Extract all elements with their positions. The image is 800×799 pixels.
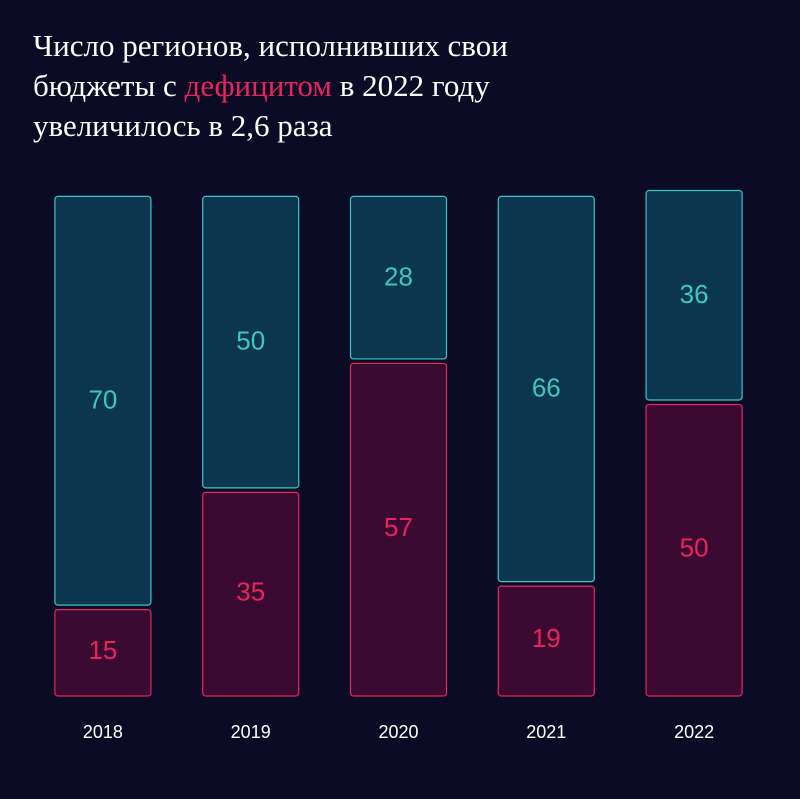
title-text: дефицитом [184, 68, 332, 103]
x-tick-label: 2019 [231, 722, 271, 742]
value-label: 66 [532, 373, 561, 403]
bar-segment [54, 608, 152, 697]
chart-title: Число регионов, исполнивших свои бюджеты … [33, 26, 508, 146]
title-text: Число регионов, исполнивших свои [33, 28, 508, 63]
title-text: бюджеты с [33, 68, 185, 103]
value-label: 36 [680, 279, 709, 309]
bar-segment [645, 403, 743, 697]
title-text: в 2022 году [331, 68, 490, 103]
value-label: 28 [384, 261, 413, 291]
value-label: 70 [88, 384, 117, 414]
value-label: 35 [236, 576, 265, 606]
bar-segment [497, 195, 595, 583]
bar-segment [202, 195, 300, 489]
title-line: увеличилось в 2,6 раза [33, 106, 508, 146]
title-line: Число регионов, исполнивших свои [33, 26, 508, 66]
bar-segment [645, 189, 743, 401]
title-line: бюджеты с дефицитом в 2022 году [33, 66, 508, 106]
value-label: 57 [384, 512, 413, 542]
title-text: увеличилось в 2,6 раза [33, 108, 333, 143]
x-tick-label: 2020 [378, 722, 418, 742]
x-tick-label: 2021 [526, 722, 566, 742]
value-label: 50 [236, 326, 265, 356]
value-label: 19 [532, 623, 561, 653]
x-tick-label: 2018 [83, 722, 123, 742]
bar-segment [349, 362, 448, 697]
bar-segment [202, 491, 300, 697]
value-label: 15 [88, 635, 117, 665]
x-tick-label: 2022 [674, 722, 714, 742]
bar-segment [497, 585, 595, 697]
bar-segment [54, 195, 152, 606]
value-label: 50 [680, 532, 709, 562]
bar-segment [349, 195, 448, 360]
